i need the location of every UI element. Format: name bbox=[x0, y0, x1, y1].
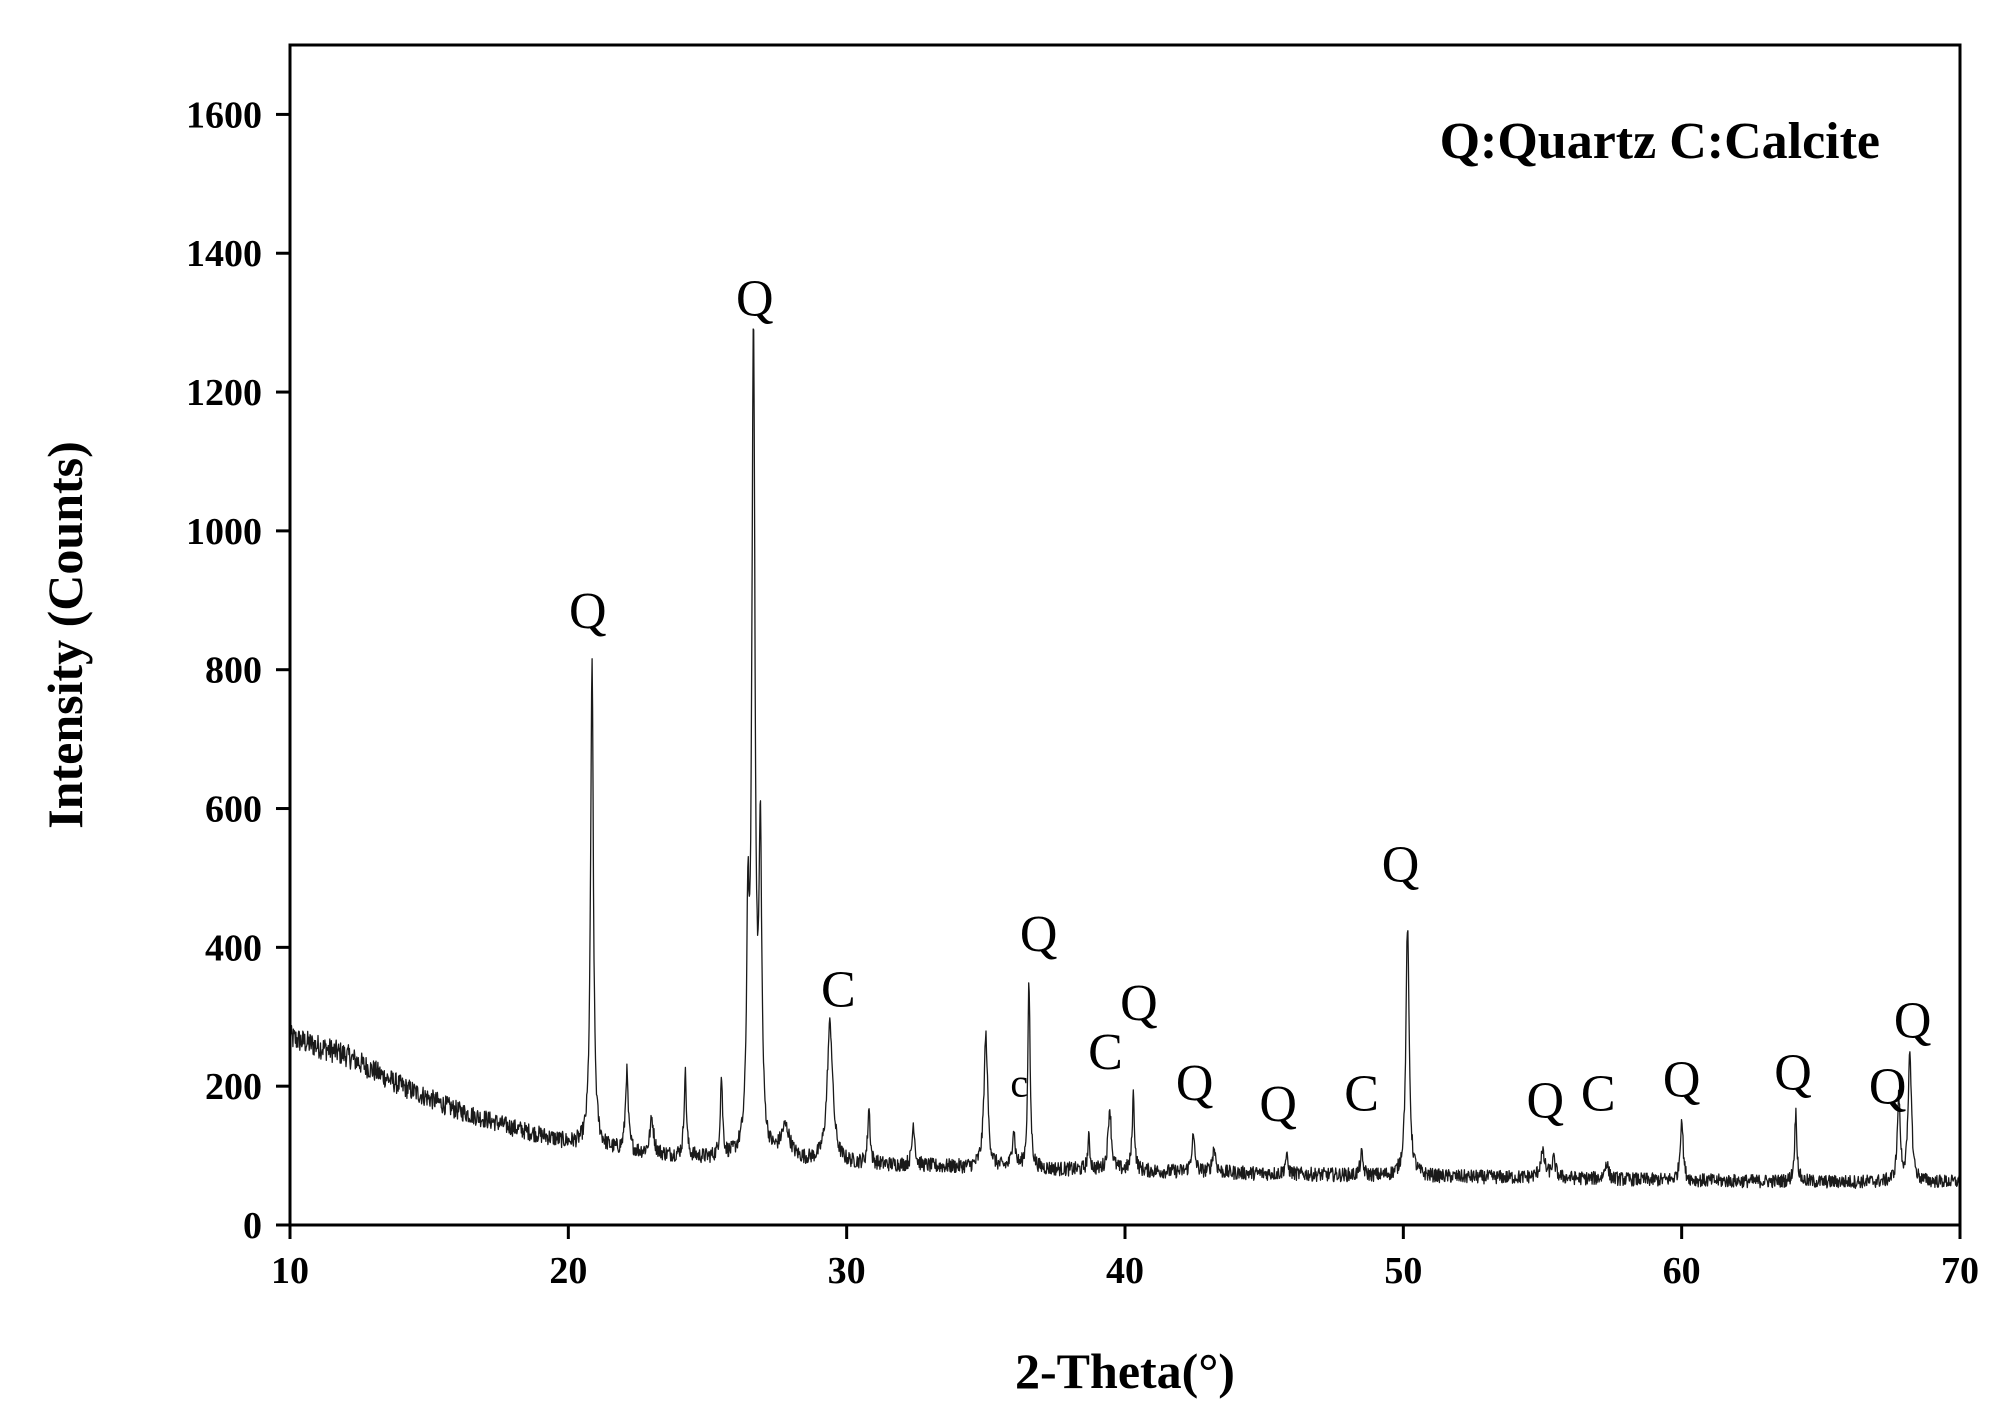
peak-label: Q bbox=[1120, 975, 1158, 1032]
peak-label: Q bbox=[1894, 993, 1932, 1050]
y-tick-label: 600 bbox=[205, 789, 262, 831]
peak-label: Q bbox=[736, 271, 774, 328]
x-tick-label: 50 bbox=[1384, 1250, 1422, 1292]
x-tick-label: 10 bbox=[271, 1250, 309, 1292]
peak-label: Q bbox=[1020, 906, 1058, 963]
peak-label: C bbox=[821, 961, 856, 1018]
y-tick-label: 1000 bbox=[186, 511, 262, 553]
y-tick-label: 200 bbox=[205, 1066, 262, 1108]
x-axis-title: 2-Theta(°) bbox=[1015, 1343, 1235, 1399]
peak-label: Q bbox=[1869, 1059, 1907, 1116]
y-axis-title: Intensity (Counts) bbox=[37, 441, 93, 829]
peak-label: C bbox=[1344, 1066, 1379, 1123]
y-tick-label: 0 bbox=[243, 1205, 262, 1247]
peak-label: Q bbox=[1382, 836, 1420, 893]
peak-label: Q bbox=[1527, 1072, 1565, 1129]
intensity-trace bbox=[289, 328, 1961, 1189]
x-tick-label: 60 bbox=[1663, 1250, 1701, 1292]
peak-label: c bbox=[1010, 1061, 1028, 1106]
xrd-pattern-line bbox=[289, 328, 1961, 1189]
x-tick-label: 30 bbox=[828, 1250, 866, 1292]
y-tick-label: 800 bbox=[205, 650, 262, 692]
y-tick-label: 400 bbox=[205, 927, 262, 969]
peak-label: C bbox=[1581, 1066, 1616, 1123]
x-tick-label: 20 bbox=[549, 1250, 587, 1292]
x-tick-label: 40 bbox=[1106, 1250, 1144, 1292]
peak-label: Q bbox=[569, 583, 607, 640]
legend-text: Q:Quartz C:Calcite bbox=[1440, 113, 1880, 170]
y-axis-ticks: 0 200 400 600 800 1000 1200 1400 1600 bbox=[186, 94, 290, 1247]
x-axis-ticks: 10 20 30 40 50 60 70 bbox=[271, 1225, 1979, 1292]
peak-label: Q bbox=[1176, 1055, 1214, 1112]
y-tick-label: 1600 bbox=[186, 94, 262, 136]
peak-label: Q bbox=[1663, 1052, 1701, 1109]
y-tick-label: 1200 bbox=[186, 372, 262, 414]
x-tick-label: 70 bbox=[1941, 1250, 1979, 1292]
peak-label: C bbox=[1088, 1024, 1123, 1081]
plot-frame bbox=[288, 43, 1962, 1227]
peak-label: Q bbox=[1774, 1045, 1812, 1102]
peak-label: Q bbox=[1259, 1076, 1297, 1133]
y-tick-label: 1400 bbox=[186, 233, 262, 275]
